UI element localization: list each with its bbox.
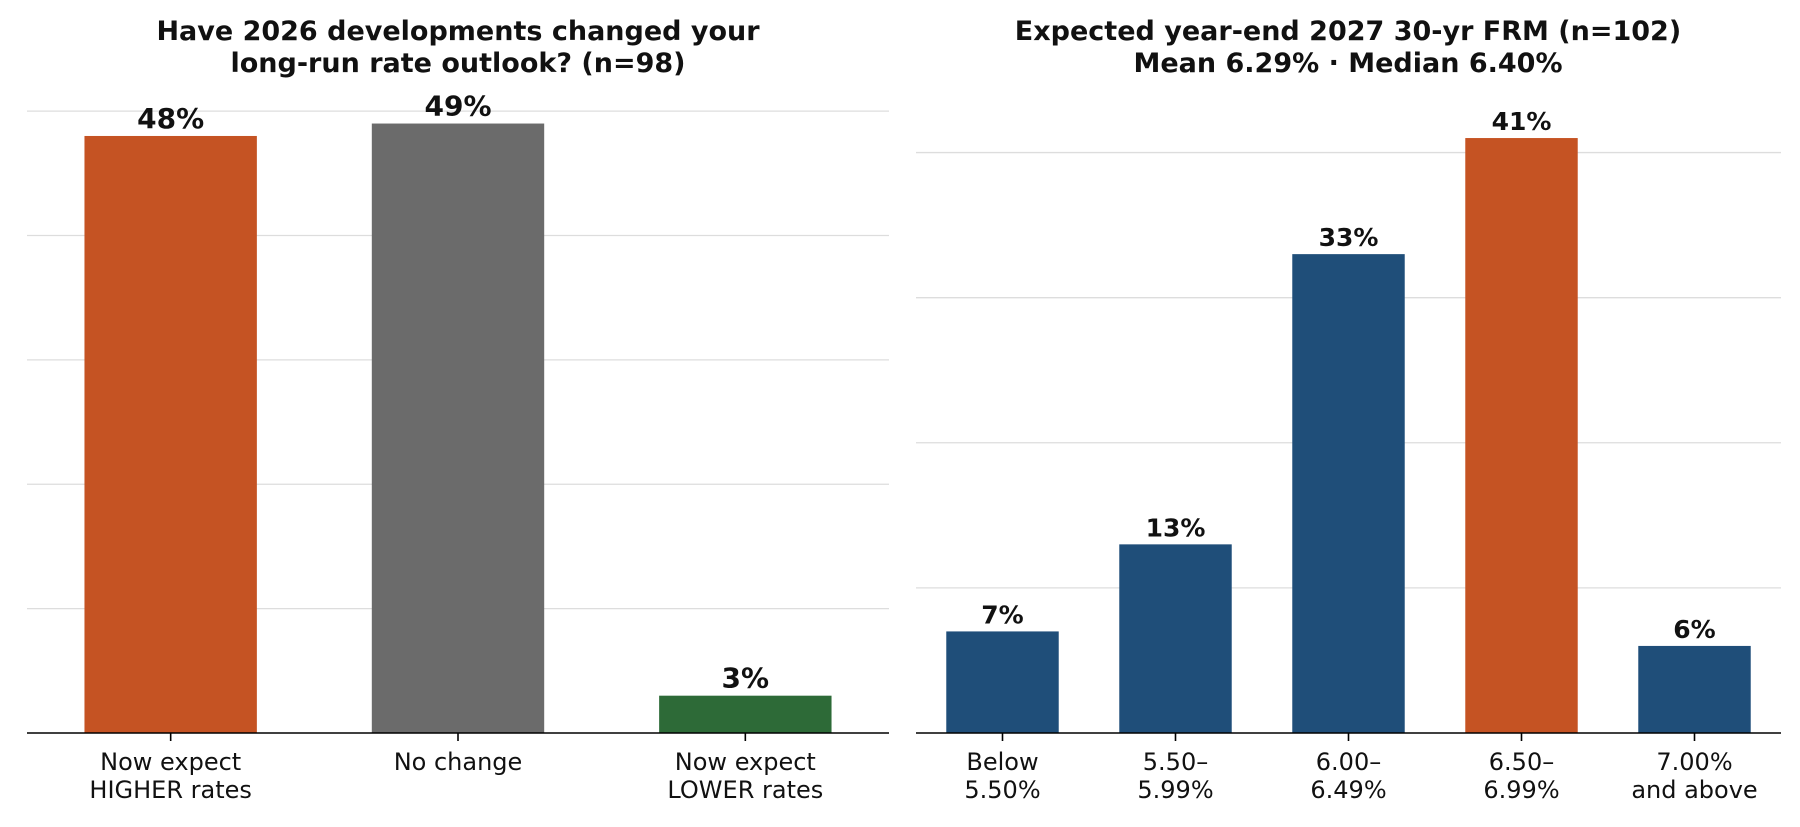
bar bbox=[1119, 544, 1232, 733]
x-tick-label-line: 6.00– bbox=[1316, 748, 1381, 776]
chart-title-line: Mean 6.29% · Median 6.40% bbox=[1133, 48, 1562, 79]
x-tick-label-line: LOWER rates bbox=[667, 776, 823, 804]
chart-title: Expected year-end 2027 30-yr FRM (n=102)… bbox=[1015, 16, 1681, 79]
x-tick-label-line: Now expect bbox=[675, 748, 816, 776]
x-tick-label-line: No change bbox=[394, 748, 523, 776]
x-tick-label-line: 5.50– bbox=[1143, 748, 1208, 776]
x-tick-label-line: HIGHER rates bbox=[89, 776, 252, 804]
chart-title-line: long-run rate outlook? (n=98) bbox=[230, 48, 685, 79]
data-label: 3% bbox=[722, 662, 770, 695]
bar bbox=[946, 631, 1059, 733]
x-tick-label-line: 6.50– bbox=[1489, 748, 1554, 776]
x-tick-label-line: 6.49% bbox=[1310, 776, 1386, 804]
chart-title-line: Expected year-end 2027 30-yr FRM (n=102) bbox=[1015, 16, 1681, 47]
data-label: 49% bbox=[424, 90, 491, 123]
chart-title-line: Have 2026 developments changed your bbox=[156, 16, 760, 47]
x-tick-label-line: and above bbox=[1631, 776, 1757, 804]
x-tick-label-line: Now expect bbox=[100, 748, 241, 776]
bar bbox=[371, 123, 545, 734]
x-tick-label: Now expect HIGHER rates bbox=[89, 748, 252, 804]
x-tick-label: 7.00% and above bbox=[1631, 748, 1757, 804]
x-tick-label-line: 5.99% bbox=[1137, 776, 1213, 804]
bar bbox=[659, 695, 832, 733]
x-tick-label: 6.50– 6.99% bbox=[1483, 748, 1559, 804]
x-tick-label-line: 5.50% bbox=[964, 776, 1040, 804]
data-label: 41% bbox=[1492, 107, 1552, 136]
x-tick-label-line: Below bbox=[966, 748, 1038, 776]
data-label: 7% bbox=[981, 600, 1023, 629]
x-tick-label: Now expect LOWER rates bbox=[667, 748, 823, 804]
x-tick-label: 6.00– 6.49% bbox=[1310, 748, 1386, 804]
chart-frm-expectation: Expected year-end 2027 30-yr FRM (n=102)… bbox=[916, 16, 1781, 804]
data-label: 48% bbox=[137, 102, 204, 135]
x-tick-label: No change bbox=[394, 748, 523, 776]
x-tick-label-line: 7.00% bbox=[1656, 748, 1732, 776]
data-label: 13% bbox=[1146, 513, 1206, 542]
chart-title: Have 2026 developments changed your long-… bbox=[156, 16, 760, 79]
bar bbox=[1465, 138, 1578, 734]
x-tick-label-line: 6.99% bbox=[1483, 776, 1559, 804]
x-tick-label: 5.50– 5.99% bbox=[1137, 748, 1213, 804]
data-label: 6% bbox=[1673, 615, 1715, 644]
bar bbox=[84, 135, 257, 733]
bar bbox=[1292, 254, 1405, 733]
chart-outlook-change: Have 2026 developments changed your long-… bbox=[27, 16, 889, 804]
data-label: 33% bbox=[1319, 223, 1379, 252]
x-tick-label: Below 5.50% bbox=[964, 748, 1040, 804]
bar bbox=[1638, 645, 1751, 733]
